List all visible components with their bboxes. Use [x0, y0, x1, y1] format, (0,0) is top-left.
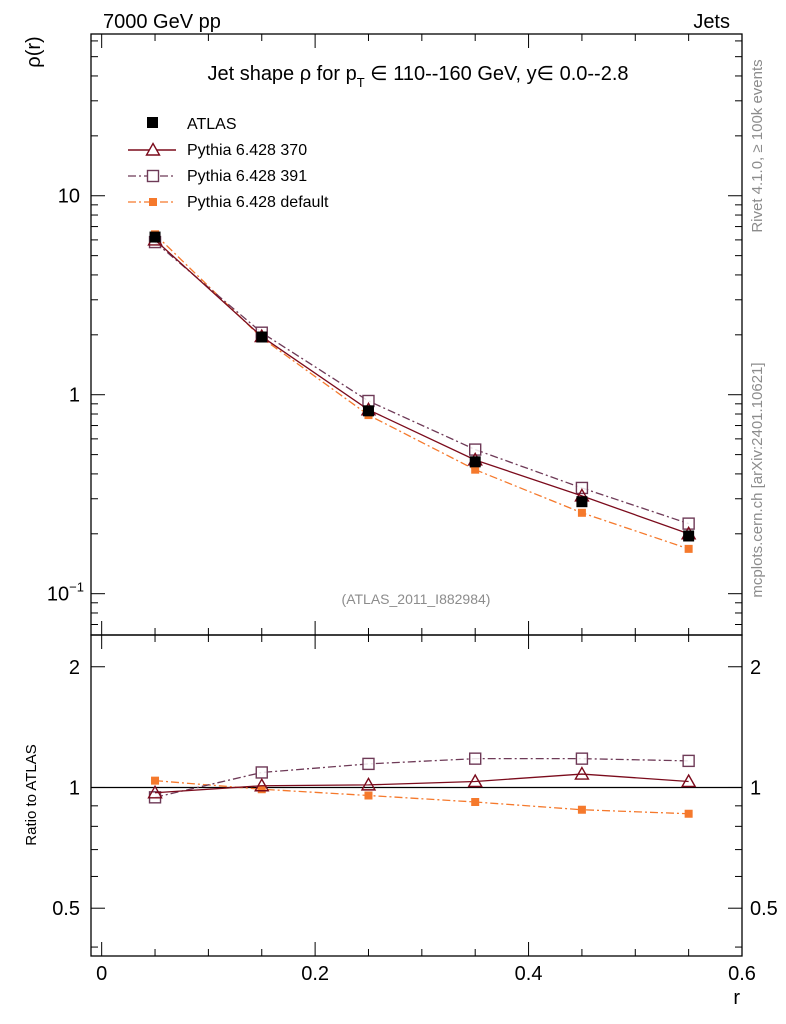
legend-label-atlas: ATLAS [187, 116, 237, 133]
data-point-py391 [255, 766, 268, 779]
y-tick-label: 10−1 [47, 580, 84, 606]
legend-marker-py391 [146, 169, 160, 183]
data-point-atlas [576, 496, 588, 508]
ratio-y-tick-label-right: 0.5 [750, 898, 778, 920]
data-point-pydefault [684, 544, 693, 553]
x-tick-label: 0.6 [728, 963, 756, 985]
data-point-py391 [468, 752, 482, 765]
main-y-label: ρ(r) [23, 36, 45, 67]
series-line-pydefault [154, 779, 689, 815]
legend-label-py370: Pythia 6.428 370 [187, 142, 307, 159]
rivet-label: Rivet 4.1.0, ≥ 100k events [749, 59, 766, 232]
legend-entry-pydefault: Pythia 6.428 default [128, 194, 329, 211]
ratio-y-tick-label: 1 [69, 777, 80, 799]
analysis-label: (ATLAS_2011_I882984) [342, 591, 491, 607]
x-axis-label: r [733, 987, 740, 1009]
ratio-y-tick-label-right: 2 [750, 657, 761, 679]
data-point-atlas [683, 530, 695, 542]
legend-marker-pydefault [149, 198, 157, 206]
data-point-atlas [469, 456, 481, 468]
data-point-py391 [362, 757, 375, 771]
data-point-py391 [682, 517, 695, 530]
data-point-atlas [149, 231, 161, 243]
data-point-py391 [682, 754, 695, 768]
legend-entry-py370: Pythia 6.428 370 [128, 142, 307, 159]
legend-entry-py391: Pythia 6.428 391 [128, 168, 307, 185]
x-tick-label: 0 [96, 963, 107, 985]
y-tick-label: 10 [58, 186, 80, 208]
data-point-pydefault [684, 809, 693, 818]
header-left: 7000 GeV pp [103, 11, 221, 33]
ratio-y-label: Ratio to ATLAS [23, 744, 40, 845]
data-point-py391 [575, 481, 589, 495]
data-point-py391 [575, 752, 589, 765]
data-point-atlas [256, 331, 268, 343]
legend-marker-atlas [147, 117, 158, 128]
legend-marker-py370 [145, 142, 161, 156]
data-point-pydefault [471, 465, 480, 474]
ratio-y-tick-label: 2 [69, 657, 80, 679]
mcplots-label: mcplots.cern.ch [arXiv:2401.10621] [749, 362, 766, 597]
x-tick-label: 0.4 [515, 963, 543, 985]
series-line-py391 [154, 758, 689, 798]
data-point-pydefault [471, 798, 480, 807]
data-point-pydefault [364, 791, 373, 800]
ratio-curves [147, 752, 697, 818]
x-tick-label: 0.2 [301, 963, 329, 985]
plot-title: Jet shape ρ for pT ∈ 110--160 GeV, y∈ 0.… [207, 63, 628, 90]
legend-label-py391: Pythia 6.428 391 [187, 168, 307, 185]
data-point-pydefault [577, 805, 586, 814]
ratio-ticks: 0 0.2 0.4 0.6 2 2 1 1 0.5 0.5 [52, 635, 778, 985]
main-panel: 10 1 10−1 Jet shape ρ for pT ∈ 110--160 Ge… [23, 33, 743, 636]
legend-entry-atlas: ATLAS [147, 116, 237, 133]
series-line-pydefault [154, 233, 689, 550]
ratio-panel: 0 0.2 0.4 0.6 2 2 1 1 0.5 0.5 Ratio to ATLAS r [23, 634, 778, 1009]
data-point-atlas [362, 405, 374, 417]
y-tick-label: 1 [69, 385, 80, 407]
data-point-pydefault [151, 776, 160, 785]
data-point-py391 [362, 394, 375, 408]
ratio-y-tick-label: 0.5 [52, 898, 80, 920]
data-point-py370 [147, 784, 163, 799]
main-curves [147, 230, 697, 553]
data-point-py370 [254, 777, 270, 792]
data-point-py370 [574, 766, 590, 780]
data-point-pydefault [577, 508, 586, 517]
data-point-py370 [360, 776, 377, 791]
series-line-py370 [154, 773, 689, 794]
data-point-py370 [467, 773, 483, 788]
series-line-py370 [154, 239, 689, 535]
legend-label-pydefault: Pythia 6.428 default [187, 194, 329, 211]
series-line-py391 [154, 241, 689, 525]
main-ticks: 10 1 10−1 [47, 34, 743, 635]
legend: ATLAS Pythia 6.428 370 Pythia 6.428 391 … [128, 116, 329, 211]
data-point-pydefault [257, 785, 266, 794]
ratio-y-tick-label-right: 1 [750, 777, 761, 799]
data-point-py391 [468, 443, 482, 456]
data-point-py370 [680, 773, 697, 788]
header-right: Jets [693, 11, 730, 33]
ratio-frame [90, 634, 743, 957]
